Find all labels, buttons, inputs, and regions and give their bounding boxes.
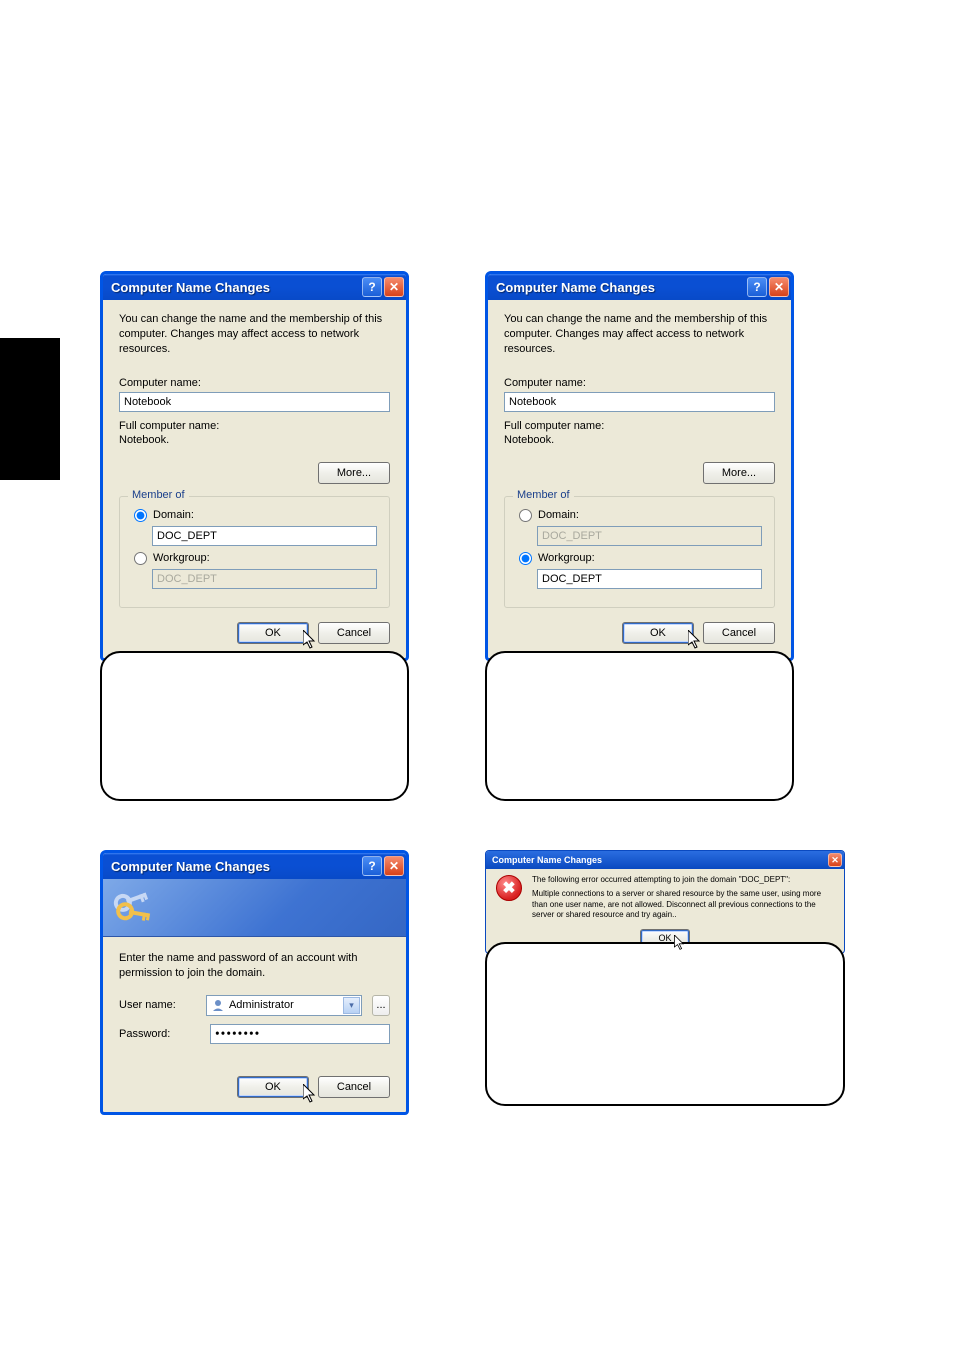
ok-button[interactable]: OK bbox=[237, 1076, 309, 1098]
computer-name-dialog-workgroup: Computer Name Changes ? ✕ You can change… bbox=[485, 271, 794, 661]
username-value: Administrator bbox=[229, 999, 294, 1011]
titlebar[interactable]: Computer Name Changes ? ✕ bbox=[103, 274, 406, 300]
full-name-value: Notebook. bbox=[504, 434, 775, 446]
domain-radio[interactable] bbox=[134, 509, 147, 522]
member-of-legend: Member of bbox=[513, 489, 574, 501]
titlebar-text: Computer Name Changes bbox=[492, 855, 828, 865]
error-line-1: The following error occurred attempting … bbox=[532, 875, 834, 885]
workgroup-radio-label: Workgroup: bbox=[153, 552, 210, 564]
close-button[interactable]: ✕ bbox=[384, 277, 404, 297]
full-name-label: Full computer name: bbox=[119, 420, 390, 432]
error-dialog: Computer Name Changes ✕ ✖ The following … bbox=[485, 850, 845, 954]
help-button[interactable]: ? bbox=[362, 856, 382, 876]
error-line-2: Multiple connections to a server or shar… bbox=[532, 889, 834, 920]
description-text: You can change the name and the membersh… bbox=[504, 312, 775, 357]
help-button[interactable]: ? bbox=[747, 277, 767, 297]
more-button[interactable]: More... bbox=[703, 462, 775, 484]
member-of-fieldset: Member of Domain: Workgroup: bbox=[119, 496, 390, 608]
member-of-legend: Member of bbox=[128, 489, 189, 501]
error-text-wrap: The following error occurred attempting … bbox=[532, 875, 834, 921]
full-name-label: Full computer name: bbox=[504, 420, 775, 432]
computer-name-dialog-domain: Computer Name Changes ? ✕ You can change… bbox=[100, 271, 409, 661]
domain-input bbox=[537, 526, 762, 546]
close-button[interactable]: ✕ bbox=[828, 853, 842, 867]
cursor-icon bbox=[303, 1084, 317, 1104]
ok-button[interactable]: OK bbox=[237, 622, 309, 644]
cancel-button[interactable]: Cancel bbox=[703, 622, 775, 644]
workgroup-input[interactable] bbox=[537, 569, 762, 589]
placeholder-box-3 bbox=[485, 942, 845, 1106]
computer-name-label: Computer name: bbox=[504, 377, 775, 389]
cursor-icon bbox=[303, 630, 317, 650]
credentials-banner bbox=[103, 879, 406, 937]
keys-icon bbox=[113, 885, 157, 932]
description-text: You can change the name and the membersh… bbox=[119, 312, 390, 357]
titlebar[interactable]: Computer Name Changes ? ✕ bbox=[103, 853, 406, 879]
computer-name-input[interactable] bbox=[119, 392, 390, 412]
help-button[interactable]: ? bbox=[362, 277, 382, 297]
titlebar[interactable]: Computer Name Changes ? ✕ bbox=[488, 274, 791, 300]
instruction-text: Enter the name and password of an accoun… bbox=[119, 951, 390, 981]
black-side-tab bbox=[0, 338, 60, 480]
workgroup-input bbox=[152, 569, 377, 589]
ok-button[interactable]: OK bbox=[622, 622, 694, 644]
placeholder-box-1 bbox=[100, 651, 409, 801]
domain-radio[interactable] bbox=[519, 509, 532, 522]
error-icon: ✖ bbox=[496, 875, 522, 901]
cursor-icon bbox=[674, 935, 688, 954]
titlebar-text: Computer Name Changes bbox=[111, 859, 362, 874]
username-label: User name: bbox=[119, 999, 196, 1011]
password-input[interactable] bbox=[210, 1024, 390, 1044]
computer-name-label: Computer name: bbox=[119, 377, 390, 389]
workgroup-radio-label: Workgroup: bbox=[538, 552, 595, 564]
close-button[interactable]: ✕ bbox=[769, 277, 789, 297]
domain-radio-label: Domain: bbox=[153, 509, 194, 521]
credentials-dialog: Computer Name Changes ? ✕ bbox=[100, 850, 409, 1115]
titlebar[interactable]: Computer Name Changes ✕ bbox=[486, 851, 844, 869]
computer-name-input[interactable] bbox=[504, 392, 775, 412]
browse-button[interactable]: ... bbox=[372, 995, 390, 1016]
domain-input[interactable] bbox=[152, 526, 377, 546]
cancel-button[interactable]: Cancel bbox=[318, 622, 390, 644]
titlebar-text: Computer Name Changes bbox=[496, 280, 747, 295]
placeholder-box-2 bbox=[485, 651, 794, 801]
username-combo[interactable]: Administrator ▾ bbox=[206, 995, 362, 1016]
workgroup-radio[interactable] bbox=[519, 552, 532, 565]
cancel-button[interactable]: Cancel bbox=[318, 1076, 390, 1098]
full-name-value: Notebook. bbox=[119, 434, 390, 446]
workgroup-radio[interactable] bbox=[134, 552, 147, 565]
domain-radio-label: Domain: bbox=[538, 509, 579, 521]
close-button[interactable]: ✕ bbox=[384, 856, 404, 876]
user-icon bbox=[211, 998, 225, 1012]
member-of-fieldset: Member of Domain: Workgroup: bbox=[504, 496, 775, 608]
password-label: Password: bbox=[119, 1028, 200, 1040]
more-button[interactable]: More... bbox=[318, 462, 390, 484]
chevron-down-icon[interactable]: ▾ bbox=[343, 997, 360, 1014]
cursor-icon bbox=[688, 630, 702, 650]
titlebar-text: Computer Name Changes bbox=[111, 280, 362, 295]
